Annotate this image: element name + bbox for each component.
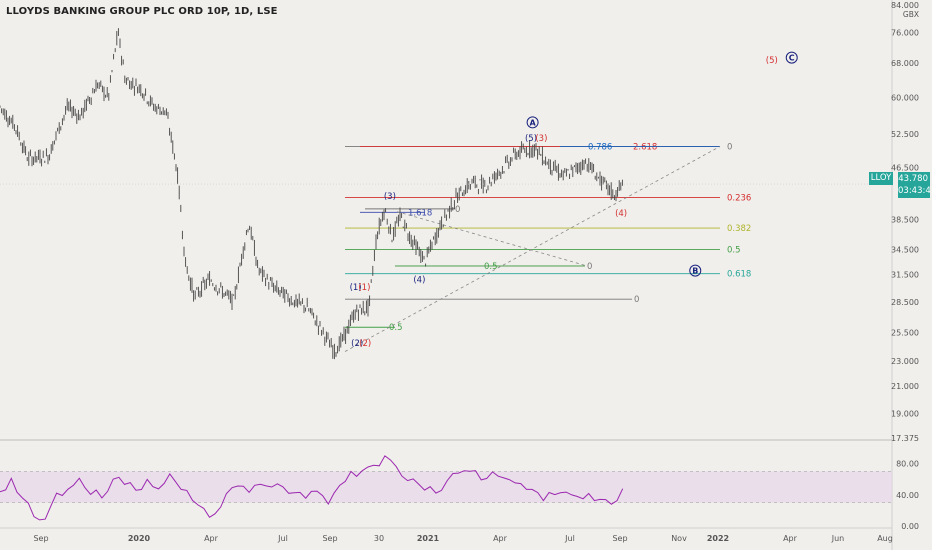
wave-label: (3) [535, 134, 547, 144]
x-tick-label: Sep [322, 534, 337, 543]
wave-label: B [692, 267, 698, 276]
y-tick-label: 23.000 [891, 357, 919, 366]
fib-level-label: 0.236 [727, 193, 751, 203]
y-tick-label: 38.500 [891, 215, 919, 224]
y-tick-label: 31.500 [891, 271, 919, 280]
y-unit-label: GBX [903, 10, 919, 19]
wave-label: (4) [615, 209, 627, 219]
wave-label: (4) [413, 275, 425, 285]
bar-countdown: 03:43:43 [898, 186, 932, 196]
wave-label-circle [526, 116, 539, 129]
x-tick-label: 2022 [707, 534, 729, 543]
y-tick-label: 52.500 [891, 130, 919, 139]
rsi-tick-label: 0.00 [901, 522, 919, 531]
y-tick-label: 84.000 [891, 1, 919, 10]
wave-label: (2) [351, 339, 363, 349]
y-tick-label: 21.000 [891, 382, 919, 391]
last-price-badge: 43.780 03:43:43 [898, 172, 932, 198]
wave-label-circle [689, 264, 702, 277]
x-tick-label: Aug [877, 534, 893, 543]
fib-level-label: 0.382 [727, 224, 751, 234]
y-tick-label: 46.500 [891, 163, 919, 172]
wave-label: (3) [384, 192, 396, 202]
x-tick-label: Nov [671, 534, 687, 543]
fib-level-label: 0.5 [484, 262, 498, 272]
y-tick-label: 76.000 [891, 29, 919, 38]
fib-level-label: 2.618 [633, 142, 657, 152]
fib-level-label: 1.618 [408, 208, 432, 218]
fib-level-label: 0 [587, 262, 592, 272]
fib-level-label: 0 [455, 205, 460, 215]
x-tick-label: 2021 [417, 534, 440, 543]
wave-label: (2) [359, 339, 371, 349]
fib-level-label: 0 [634, 295, 639, 305]
y-tick-label: 68.000 [891, 59, 919, 68]
rsi-tick-label: 80.00 [896, 460, 919, 469]
symbol-title: LLOYDS BANKING GROUP PLC ORD 10P, 1D, LS… [6, 6, 278, 17]
wave-label: (5) [766, 56, 778, 66]
wave-label: C [789, 54, 795, 63]
y-tick-label: 25.500 [891, 329, 919, 338]
wave-label-circle [785, 51, 798, 64]
y-tick-label: 17.375 [891, 434, 919, 443]
rsi-tick-label: 40.00 [896, 491, 919, 500]
fib-level-label: 0.786 [588, 142, 612, 152]
x-tick-label: 30 [374, 534, 384, 543]
x-tick-label: Apr [783, 534, 798, 543]
rsi-band [0, 471, 892, 503]
x-tick-label: Sep [612, 534, 627, 543]
fib-level-label: 0 [727, 142, 732, 152]
wave-label: (1) [350, 283, 362, 293]
fib-level-label: 0.5 [389, 323, 403, 333]
symbol-badge: LLOY [869, 172, 893, 185]
x-tick-label: Jul [564, 534, 575, 543]
trend-projection-line [344, 146, 721, 352]
wave-label: (1) [358, 283, 370, 293]
wave-label: (5) [525, 134, 537, 144]
wave-label: A [530, 118, 537, 127]
x-tick-label: Jun [831, 534, 845, 543]
x-tick-label: Jul [277, 534, 288, 543]
x-tick-label: 2020 [128, 534, 151, 543]
last-price-value: 43.780 [898, 174, 928, 184]
rsi-line [0, 455, 624, 521]
fib-level-label: 0.5 [727, 246, 741, 256]
fib-level-label: 0.618 [727, 270, 751, 280]
x-tick-label: Sep [33, 534, 48, 543]
y-tick-label: 34.500 [891, 246, 919, 255]
y-tick-label: 19.000 [891, 409, 919, 418]
trend-projection-line [396, 211, 588, 267]
x-tick-label: Apr [204, 534, 219, 543]
x-tick-label: Apr [493, 534, 508, 543]
y-tick-label: 28.500 [891, 298, 919, 307]
y-tick-label: 60.000 [891, 93, 919, 102]
